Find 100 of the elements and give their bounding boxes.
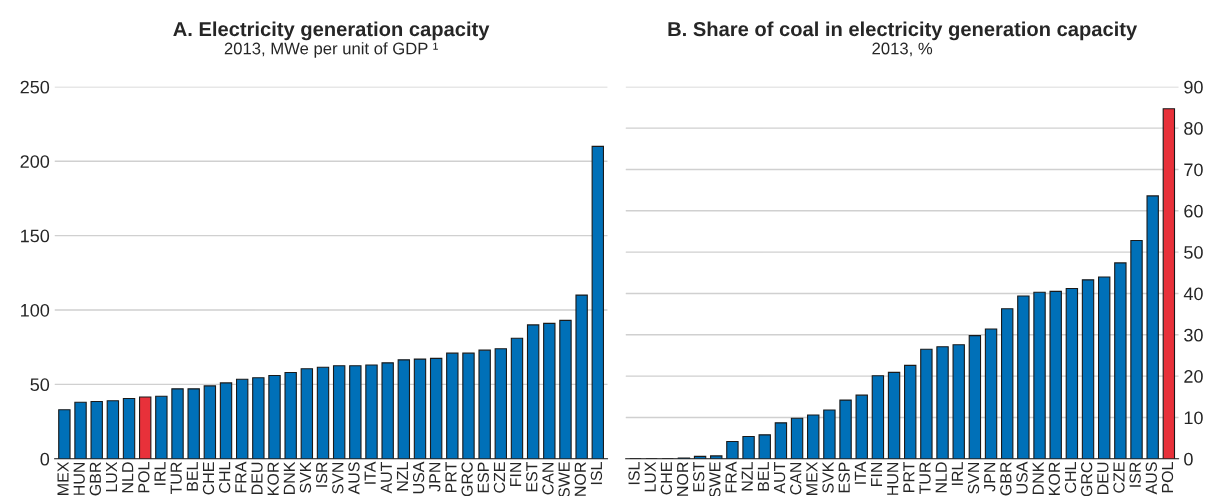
y-tick-label: 30 xyxy=(1184,328,1203,342)
bar xyxy=(58,409,71,459)
bar xyxy=(710,455,723,459)
bar xyxy=(1114,262,1127,459)
bar xyxy=(1033,291,1046,459)
x-tick-label: PRT xyxy=(903,461,915,492)
y-tick-label: 100 xyxy=(21,303,50,317)
bar xyxy=(526,324,540,459)
bar xyxy=(381,362,394,459)
bar xyxy=(887,371,901,459)
x-tick-label: USA xyxy=(412,461,425,494)
x-tick-label: KOR xyxy=(1048,462,1060,495)
x-tick-label: GBR xyxy=(89,462,101,496)
y-tick-label: 70 xyxy=(1184,163,1203,177)
bar xyxy=(284,371,297,459)
x-tick-label: USA xyxy=(1016,461,1028,494)
x-tick-label: TUR xyxy=(170,462,182,495)
x-tick-label: DEU xyxy=(251,462,263,494)
bar xyxy=(429,357,443,459)
x-tick-label: CHE xyxy=(202,462,215,495)
bar xyxy=(106,400,120,459)
y-tick-label: 50 xyxy=(30,378,50,392)
x-tick-label: TUR xyxy=(919,462,931,495)
x-tick-label: DNK xyxy=(283,461,295,494)
x-tick-label: LUX xyxy=(106,461,118,492)
bar xyxy=(1017,295,1030,459)
bar xyxy=(332,365,346,459)
x-tick-label: GRC xyxy=(461,462,473,496)
x-tick-label: FRA xyxy=(725,461,737,493)
x-tick-label: ISL xyxy=(628,462,640,485)
x-tick-label: CAN xyxy=(790,462,802,495)
x-tick-label: CAN xyxy=(542,462,554,495)
x-tick-label: CHL xyxy=(219,462,231,493)
bar xyxy=(968,335,982,459)
bar xyxy=(187,388,200,459)
x-tick-label: MEX xyxy=(806,461,818,495)
x-tick-label: NOR xyxy=(574,462,586,496)
x-tick-label: SVN xyxy=(967,462,980,494)
x-tick-label: IRL xyxy=(951,462,963,485)
bar xyxy=(807,414,820,459)
bar xyxy=(1081,279,1095,459)
x-tick-label: ISR xyxy=(315,462,328,487)
x-tick-label: NLD xyxy=(935,462,947,493)
x-tick-label: AUT xyxy=(380,461,392,494)
chart-title: B. Share of coal in electricity generation capacity xyxy=(668,21,1138,41)
x-tick-label: AUT xyxy=(774,461,786,494)
bar xyxy=(1097,276,1111,459)
bar xyxy=(559,319,572,459)
bar xyxy=(413,358,427,459)
x-tick-label: ITA xyxy=(364,461,376,484)
bar xyxy=(575,294,588,459)
bar xyxy=(252,377,265,459)
x-tick-label: DNK xyxy=(1032,461,1044,494)
y-tick-label: 0 xyxy=(1184,452,1193,466)
bar xyxy=(478,349,491,459)
x-tick-label: MEX xyxy=(57,461,69,495)
bar xyxy=(316,366,330,459)
bar xyxy=(1146,195,1159,459)
bar xyxy=(855,394,868,459)
x-tick-label: SVK xyxy=(822,461,834,493)
x-tick-label: JPN xyxy=(429,462,441,492)
bar xyxy=(1162,108,1176,459)
x-tick-label: NZL xyxy=(396,462,408,491)
x-tick-label: JPN xyxy=(984,462,996,492)
bar xyxy=(446,352,459,459)
bar xyxy=(742,435,755,459)
bar xyxy=(171,388,184,459)
x-tick-label: POL xyxy=(1161,462,1174,493)
y-tick-label: 90 xyxy=(1184,80,1203,94)
y-tick-label: 20 xyxy=(1184,370,1203,383)
x-tick-label: CZE xyxy=(493,462,506,493)
bar xyxy=(155,395,168,459)
y-tick-label: 60 xyxy=(1184,204,1203,218)
x-tick-label: ITA xyxy=(854,461,866,484)
x-tick-label: ESP xyxy=(477,462,489,493)
x-tick-label: BEL xyxy=(757,462,769,491)
chart-subtitle: 2013, % xyxy=(872,42,933,57)
x-tick-label: NLD xyxy=(122,462,134,493)
y-tick-label: 80 xyxy=(1184,122,1203,135)
y-tick-label: 0 xyxy=(40,452,50,466)
x-tick-label: HUN xyxy=(887,462,899,495)
x-tick-label: BEL xyxy=(186,462,198,491)
y-tick-label: 200 xyxy=(20,155,50,168)
bar xyxy=(871,375,885,459)
bar xyxy=(1065,287,1079,459)
x-tick-label: POL xyxy=(138,462,150,493)
bar xyxy=(1130,240,1143,459)
y-tick-label: 150 xyxy=(21,229,50,243)
bar xyxy=(823,409,836,459)
y-tick-label: 40 xyxy=(1183,287,1203,301)
bar xyxy=(936,346,949,459)
bar xyxy=(397,359,411,459)
x-tick-label: GRC xyxy=(1081,462,1093,496)
x-tick-label: GBR xyxy=(1000,462,1012,496)
x-tick-label: NZL xyxy=(741,462,753,491)
bar xyxy=(904,364,917,459)
bar xyxy=(543,322,556,459)
x-tick-label: EST xyxy=(526,461,538,492)
bar xyxy=(74,401,87,459)
x-tick-label: DEU xyxy=(1097,462,1109,494)
